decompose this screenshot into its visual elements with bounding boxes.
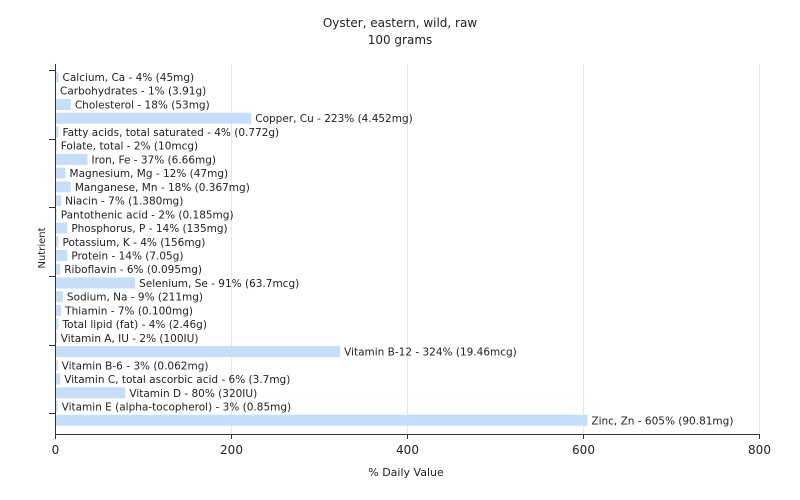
- bar-data-label: Manganese, Mn - 18% (0.367mg): [75, 182, 250, 194]
- bar: [55, 414, 588, 426]
- bar: [55, 153, 88, 165]
- bar: [55, 387, 126, 399]
- bar-data-label: Fatty acids, total saturated - 4% (0.772…: [63, 127, 280, 139]
- bar: [55, 401, 58, 413]
- bar: [55, 222, 68, 234]
- x-tick-label: 800: [748, 443, 771, 457]
- bar-data-label: Niacin - 7% (1.380mg): [65, 196, 183, 208]
- bar-data-label: Calcium, Ca - 4% (45mg): [63, 72, 195, 84]
- x-tick-label: 200: [220, 443, 243, 457]
- bars: [55, 71, 588, 426]
- bar-data-label: Vitamin B-12 - 324% (19.46mcg): [344, 347, 517, 359]
- bar-data-label: Carbohydrates - 1% (3.91g): [60, 86, 206, 98]
- bar: [55, 181, 71, 193]
- x-tick-label: 600: [572, 443, 595, 457]
- bar: [55, 167, 66, 179]
- x-tick-label: 0: [52, 443, 60, 457]
- chart-subtitle: 100 grams: [368, 33, 433, 47]
- bar: [55, 304, 62, 316]
- axes: 0 200 400 600 800: [49, 64, 771, 457]
- bar-data-label: Vitamin B-6 - 3% (0.062mg): [62, 360, 209, 372]
- bar-data-label: Iron, Fe - 37% (6.66mg): [92, 154, 216, 166]
- data-labels: Calcium, Ca - 4% (45mg) Carbohydrates - 1…: [60, 72, 733, 427]
- bar: [55, 71, 59, 83]
- bar: [55, 126, 59, 138]
- bar: [55, 112, 252, 124]
- bar: [55, 373, 61, 385]
- bar-data-label: Phosphorus, P - 14% (135mg): [71, 223, 227, 235]
- bar: [55, 277, 136, 289]
- bar-data-label: Protein - 14% (7.05g): [71, 250, 183, 262]
- bar: [55, 359, 58, 371]
- bar-data-label: Riboflavin - 6% (0.095mg): [64, 264, 202, 276]
- bar-data-label: Sodium, Na - 9% (211mg): [67, 292, 203, 304]
- bar-data-label: Zinc, Zn - 605% (90.81mg): [591, 415, 733, 427]
- bar: [55, 98, 71, 110]
- bar-data-label: Vitamin A, IU - 2% (100IU): [61, 333, 199, 345]
- bar: [55, 346, 341, 358]
- bar: [55, 291, 63, 303]
- grid: [231, 64, 760, 434]
- bar: [55, 195, 62, 207]
- bar-data-label: Thiamin - 7% (0.100mg): [64, 305, 193, 317]
- bar-data-label: Vitamin C, total ascorbic acid - 6% (3.7…: [64, 374, 290, 386]
- bar-data-label: Magnesium, Mg - 12% (47mg): [70, 168, 229, 180]
- bar-data-label: Folate, total - 2% (10mcg): [61, 141, 198, 153]
- bar-data-label: Selenium, Se - 91% (63.7mcg): [139, 278, 299, 290]
- bar: [55, 263, 61, 275]
- bar-data-label: Cholesterol - 18% (53mg): [75, 99, 210, 111]
- x-axis-title: % Daily Value: [368, 466, 444, 479]
- bar-data-label: Vitamin E (alpha-tocopherol) - 3% (0.85m…: [62, 402, 292, 414]
- bar-data-label: Potassium, K - 4% (156mg): [63, 237, 206, 249]
- bar: [55, 249, 68, 261]
- bar-data-label: Vitamin D - 80% (320IU): [129, 388, 257, 400]
- bar-data-label: Pantothenic acid - 2% (0.185mg): [61, 209, 234, 221]
- x-tick-label: 400: [396, 443, 419, 457]
- y-axis-title: Nutrient: [37, 227, 48, 268]
- bar: [55, 318, 59, 330]
- bar-data-label: Copper, Cu - 223% (4.452mg): [255, 113, 412, 125]
- bar-data-label: Total lipid (fat) - 4% (2.46g): [62, 319, 207, 331]
- chart-title: Oyster, eastern, wild, raw: [323, 16, 477, 30]
- bar: [55, 236, 59, 248]
